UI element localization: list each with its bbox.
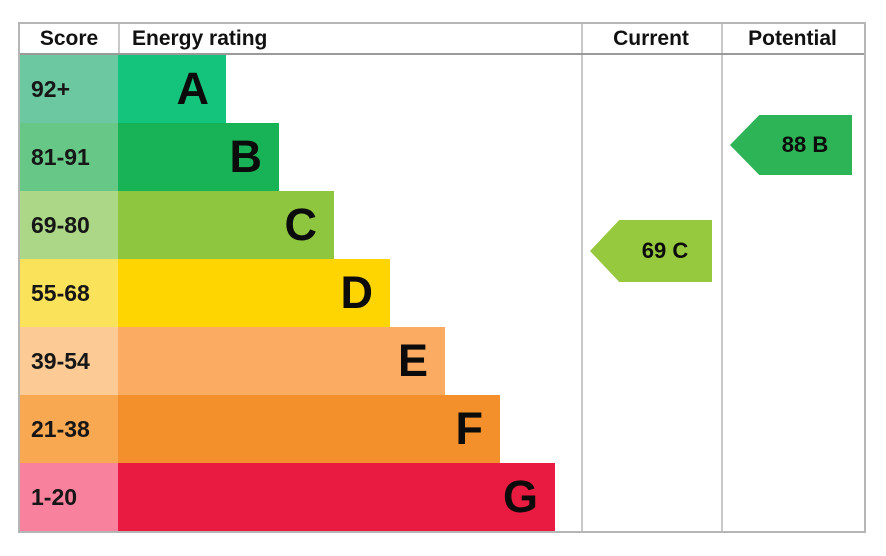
band-rows: 92+ A 81-91 B 69-80 C 55-68 D 39-54 E 21-38 F 1-20 G: [20, 55, 864, 531]
header-score: Score: [39, 26, 99, 50]
header-row: Score Energy rating Current Potential: [20, 24, 864, 55]
score-cell-e: 39-54: [20, 327, 118, 395]
potential-rating-arrow: 88 B: [730, 115, 852, 175]
current-rating-label: 69 C: [641, 238, 689, 263]
score-cell-d: 55-68: [20, 259, 118, 327]
header-divider-score: [118, 24, 120, 53]
score-cell-b: 81-91: [20, 123, 118, 191]
score-cell-g: 1-20: [20, 463, 118, 531]
band-bar-c: C: [118, 191, 334, 259]
band-row-e: 39-54 E: [20, 327, 864, 395]
band-row-g: 1-20 G: [20, 463, 864, 531]
score-cell-f: 21-38: [20, 395, 118, 463]
band-row-b: 81-91 B: [20, 123, 864, 191]
band-bar-f: F: [118, 395, 500, 463]
band-bar-b: B: [118, 123, 279, 191]
score-cell-a: 92+: [20, 55, 118, 123]
potential-rating-label: 88 B: [781, 132, 829, 157]
band-row-d: 55-68 D: [20, 259, 864, 327]
column-divider-potential: [721, 24, 723, 531]
band-bar-e: E: [118, 327, 445, 395]
epc-table: Score Energy rating Current Potential 92…: [18, 22, 866, 533]
band-bar-a: A: [118, 55, 226, 123]
band-row-c: 69-80 C: [20, 191, 864, 259]
header-potential: Potential: [748, 26, 837, 50]
current-rating-arrow: 69 C: [590, 220, 712, 282]
score-cell-c: 69-80: [20, 191, 118, 259]
band-row-a: 92+ A: [20, 55, 864, 123]
band-row-f: 21-38 F: [20, 395, 864, 463]
column-divider-current: [581, 24, 583, 531]
band-bar-d: D: [118, 259, 390, 327]
header-energy-rating: Energy rating: [132, 26, 268, 50]
band-bar-g: G: [118, 463, 555, 531]
header-current: Current: [613, 26, 689, 50]
